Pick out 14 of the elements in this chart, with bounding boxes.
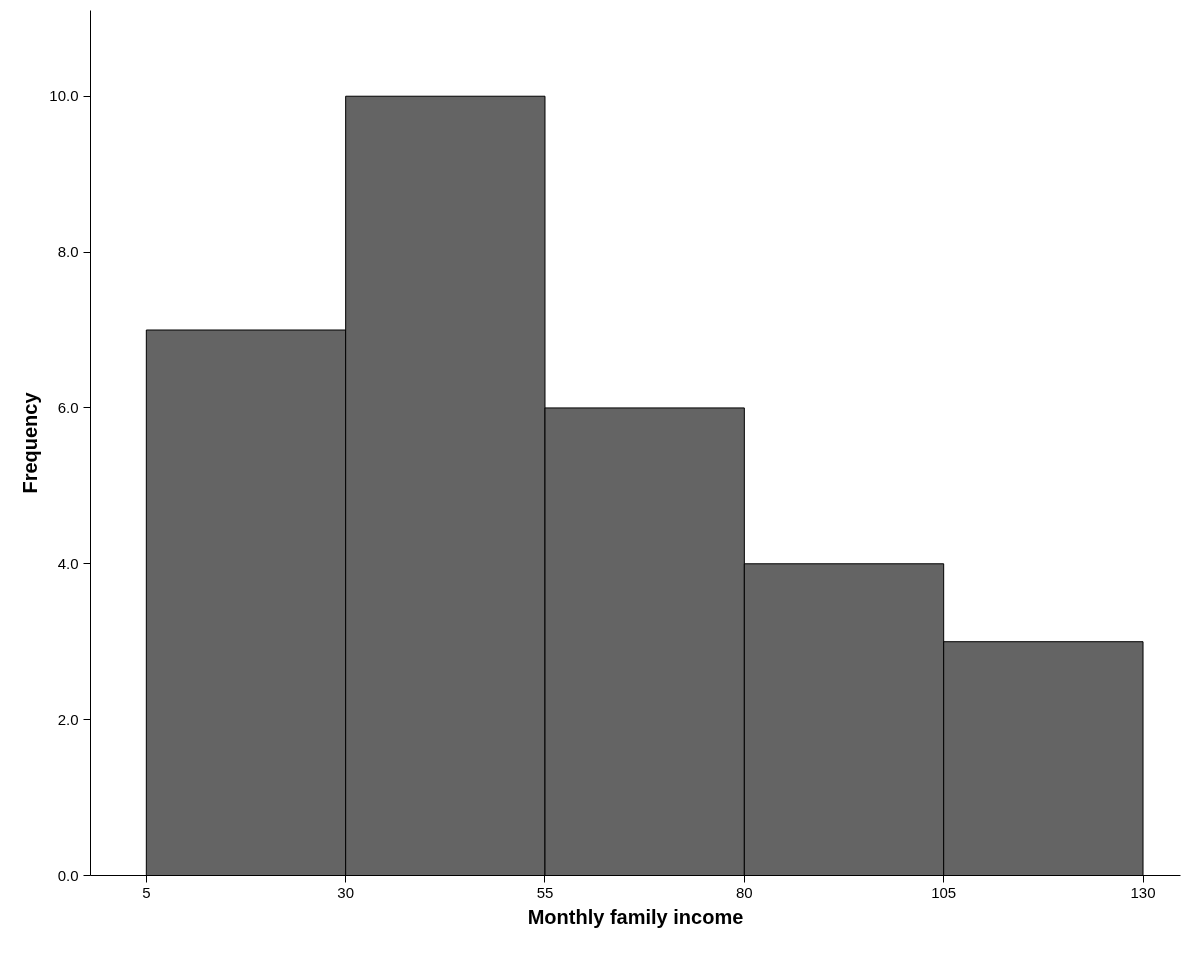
y-tick-label: 6.0 bbox=[57, 398, 79, 416]
x-tick-label: 130 bbox=[1130, 883, 1156, 901]
x-tick-label: 55 bbox=[536, 883, 554, 901]
x-tick-label: 5 bbox=[142, 883, 151, 901]
y-tick-label: 10.0 bbox=[49, 87, 79, 105]
x-tick-label: 30 bbox=[337, 883, 354, 901]
y-axis-title: Frequency bbox=[19, 391, 42, 494]
x-tick-label: 80 bbox=[736, 883, 753, 901]
y-tick-label: 0.0 bbox=[57, 866, 79, 884]
x-tick-label: 105 bbox=[931, 883, 957, 901]
y-tick-label: 4.0 bbox=[57, 554, 79, 572]
y-tick-label: 8.0 bbox=[57, 243, 79, 261]
y-tick-label: 2.0 bbox=[57, 710, 79, 728]
x-axis-title: Monthly family income bbox=[527, 905, 744, 928]
